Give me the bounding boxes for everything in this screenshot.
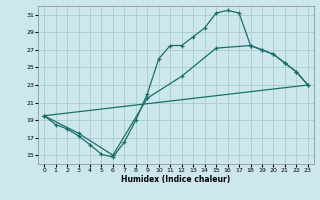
X-axis label: Humidex (Indice chaleur): Humidex (Indice chaleur) (121, 175, 231, 184)
